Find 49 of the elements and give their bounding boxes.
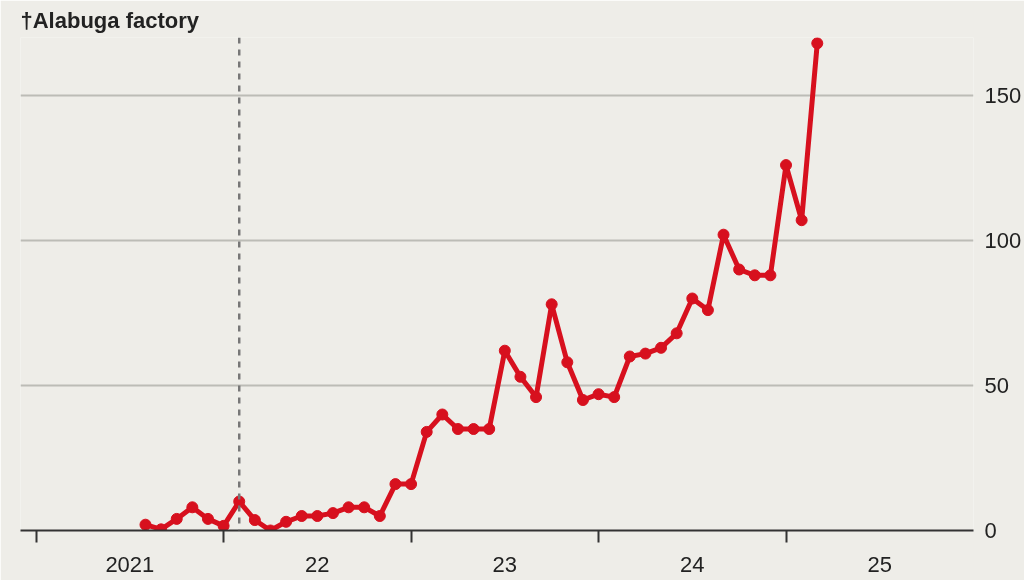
point	[358, 501, 371, 514]
point	[498, 344, 511, 357]
point	[701, 304, 714, 317]
point	[623, 350, 636, 363]
point	[748, 269, 761, 282]
point	[467, 423, 480, 435]
point	[608, 391, 621, 404]
point	[576, 394, 589, 406]
x-tick-label: 22	[305, 551, 330, 577]
point	[451, 423, 464, 435]
point	[561, 356, 574, 369]
point	[592, 388, 605, 401]
point	[483, 423, 496, 435]
point	[342, 501, 355, 514]
point	[811, 37, 824, 50]
point	[670, 327, 683, 340]
point	[764, 269, 777, 282]
x-tick-label: 24	[680, 551, 705, 577]
point	[326, 507, 339, 520]
point	[311, 510, 324, 522]
point	[217, 519, 230, 531]
y-tick-label: 0	[984, 518, 997, 543]
y-tick-label: 50	[984, 373, 1009, 398]
point	[686, 292, 699, 305]
point	[186, 501, 199, 514]
point	[373, 510, 386, 522]
point	[280, 515, 293, 528]
x-tick-label: 23	[492, 551, 518, 577]
point	[389, 478, 402, 491]
point	[201, 512, 214, 525]
x-tick-label: 2021	[105, 551, 155, 577]
x-tick-label: 25	[867, 551, 893, 577]
point	[545, 298, 558, 311]
point	[514, 370, 527, 383]
point	[405, 478, 418, 491]
point	[420, 425, 433, 438]
point	[295, 510, 308, 522]
point	[248, 514, 261, 527]
point	[655, 341, 668, 354]
point	[795, 214, 808, 227]
y-tick-label: 100	[984, 228, 1022, 253]
chart-title: †Alabuga factory	[20, 7, 200, 33]
point	[170, 512, 183, 525]
point	[530, 391, 543, 404]
point	[639, 347, 652, 360]
y-tick-label: 150	[984, 83, 1022, 108]
point	[733, 263, 746, 276]
point	[139, 518, 152, 531]
point	[436, 408, 449, 421]
